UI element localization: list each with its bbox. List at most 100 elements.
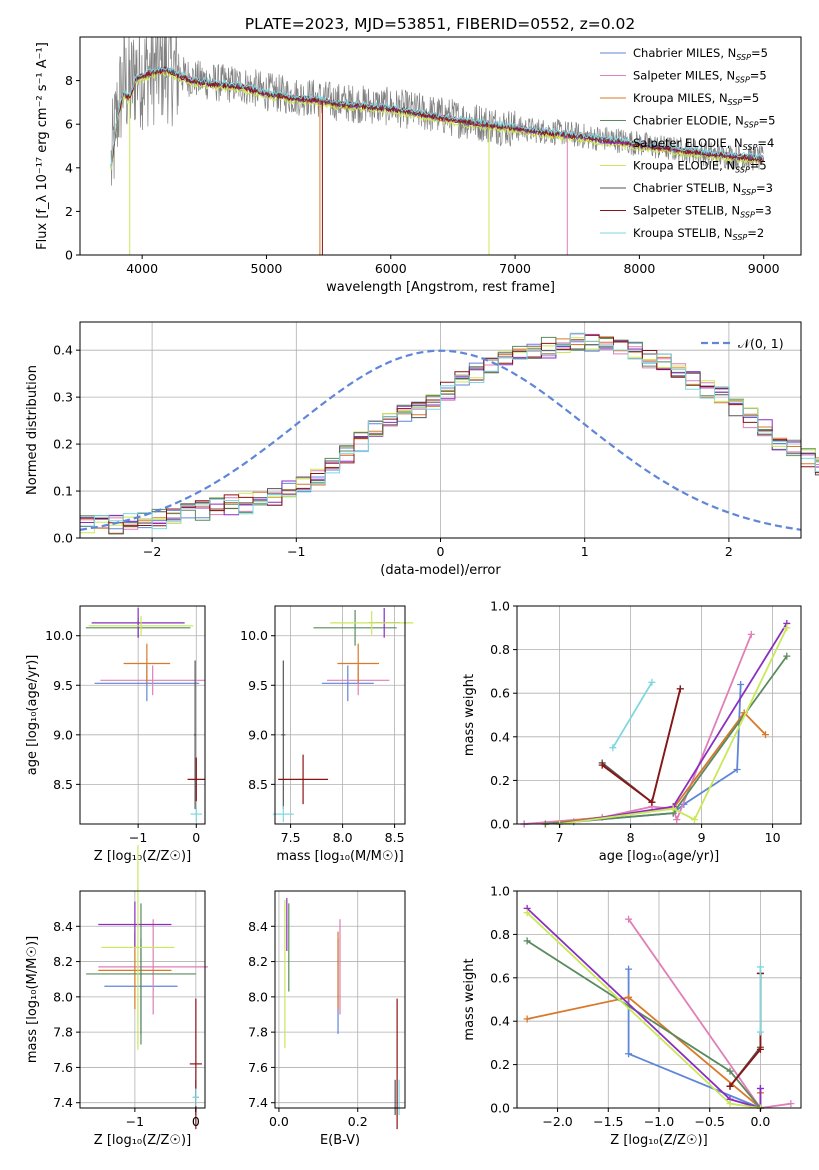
weight-point: [523, 909, 531, 917]
legend-name: Salpeter STELIB, N: [633, 204, 740, 218]
legend-label: Salpeter MILES, NSSP=5: [633, 69, 767, 85]
axes-frame: [516, 605, 802, 825]
y-tick-label: 0.8: [490, 642, 510, 657]
legend-subscript: SSP: [735, 166, 750, 175]
y-tick-label: 8.5: [248, 777, 268, 792]
y-tick-label: 1.0: [490, 599, 510, 614]
x-axis-label: Z [log₁₀(Z/Z☉)]: [94, 849, 191, 864]
y-tick-label: 7.8: [53, 1025, 73, 1040]
axes-frame: [274, 890, 406, 1109]
legend-label: Chabrier STELIB, NSSP=3: [633, 181, 773, 197]
weight-point: [756, 1084, 764, 1092]
x-axis-label: Z [log₁₀(Z/Z☉)]: [94, 1133, 191, 1148]
weight-point: [737, 680, 745, 688]
chart-weight_vs_age: 7 8 9 10 0.0 0.2 0.4 0.6 0.8 1.0 age [log₁₀(age/yr…: [462, 599, 802, 864]
y-tick-label: 9.0: [248, 727, 268, 742]
legend-count: =4: [757, 136, 774, 150]
y-axis-label: mass [log₁₀(M/M☉)]: [25, 936, 40, 1063]
weight-point: [625, 993, 633, 1001]
chart-age_vs_mass: 7.5 8.0 8.5 8.5 9.0 9.5 10.0 mass [log₁₀(M/M☉)]: [240, 605, 414, 864]
weight-point: [523, 937, 531, 945]
y-tick-label: 1.0: [490, 884, 510, 899]
y-tick-label: 0.3: [53, 390, 73, 405]
legend-label: Salpeter ELODIE, NSSP=4: [633, 136, 774, 152]
histogram-step: [80, 334, 819, 527]
legend-subscript: SSP: [744, 121, 759, 130]
y-tick-label: 8.5: [53, 777, 73, 792]
x-tick-label: −0.5: [695, 1114, 725, 1129]
y-tick-label: 7.4: [53, 1095, 73, 1110]
weight-line: [627, 969, 762, 1110]
axes-frame: [79, 36, 802, 256]
weight-point: [747, 630, 755, 638]
weight-point: [625, 1050, 633, 1058]
x-tick-label: 0: [437, 544, 445, 559]
y-tick-label: 8.0: [248, 989, 268, 1004]
x-tick-label: 8.5: [385, 830, 405, 845]
weight-point: [598, 761, 606, 769]
legend-name: Salpeter ELODIE, N: [633, 136, 743, 150]
y-tick-label: 0.4: [53, 343, 73, 358]
weight-point: [691, 816, 698, 824]
x-tick-label: 1: [581, 544, 589, 559]
legend-count: =5: [759, 114, 776, 128]
y-tick-label: 0.0: [490, 1101, 510, 1116]
weight-line: [559, 627, 788, 825]
y-tick-label: 7.8: [248, 1025, 268, 1040]
weight-line: [559, 622, 788, 825]
weight-line: [524, 684, 742, 825]
legend-label: Chabrier ELODIE, NSSP=5: [633, 114, 775, 130]
x-tick-label: −1.0: [644, 1114, 674, 1129]
y-tick-label: 8: [65, 73, 73, 88]
x-tick-label: −1: [129, 830, 147, 845]
y-tick-label: 0.0: [490, 817, 510, 832]
y-tick-label: 9.5: [53, 678, 73, 693]
x-tick-label: −1.5: [593, 1114, 623, 1129]
axes-frame: [79, 890, 206, 1109]
x-tick-label: 9000: [748, 261, 780, 276]
y-tick-label: 8.2: [248, 954, 268, 969]
x-tick-label: 0.0: [269, 1114, 289, 1129]
legend-name: Chabrier STELIB, N: [633, 181, 741, 195]
weight-point: [625, 915, 633, 923]
y-tick-label: 10.0: [240, 628, 268, 643]
histogram-step: [80, 339, 819, 535]
figure-title: PLATE=2023, MJD=53851, FIBERID=0552, z=0…: [245, 15, 635, 33]
weight-point: [733, 766, 741, 773]
chart-spectrum: 4000 5000 6000 7000 8000 9000 0 2 4 6 8 wavelength …: [35, 36, 802, 295]
weight-point: [783, 624, 791, 632]
weight-point: [609, 744, 617, 752]
x-axis-label: E(B-V): [320, 1133, 360, 1148]
y-tick-label: 0.4: [490, 729, 510, 744]
legend-count: =5: [750, 159, 767, 173]
legend-count: =2: [747, 226, 764, 240]
histogram-step: [80, 336, 819, 524]
legend-count: =5: [751, 46, 768, 60]
y-axis-label: Flux [f_λ 10⁻¹⁷ erg cm⁻² s⁻¹ A⁻¹]: [35, 42, 50, 250]
weight-point: [787, 1100, 795, 1108]
y-tick-label: 0.4: [490, 1014, 510, 1029]
weight-point: [676, 685, 684, 693]
weight-point: [726, 1067, 734, 1075]
x-tick-label: 4000: [126, 261, 158, 276]
chart-mass_vs_Z: −1 0 7.4 7.6 7.8 8.0 8.2 8.4 Z [log₁₀(Z/Z☉)] mass…: [25, 845, 209, 1148]
weight-point: [625, 965, 633, 973]
model-trace: [110, 66, 764, 168]
legend-subscript: SSP: [740, 211, 755, 220]
y-tick-label: 4: [65, 160, 73, 175]
chart-age_vs_Z: −1 0 8.5 9.0 9.5 10.0 Z [log₁₀(Z/Z☉)] age [log₁…: [25, 605, 206, 864]
x-tick-label: −1: [287, 544, 305, 559]
y-tick-label: 0.1: [53, 484, 73, 499]
legend-subscript: SSP: [743, 143, 758, 152]
weight-line: [524, 633, 753, 825]
legend-name: Kroupa MILES, N: [633, 91, 728, 105]
y-tick-label: 6: [65, 117, 73, 132]
x-tick-label: 6000: [375, 261, 407, 276]
y-tick-label: 7.4: [248, 1095, 268, 1110]
x-tick-label: 0: [192, 1114, 200, 1129]
legend-name: Salpeter MILES, N: [633, 69, 735, 83]
weight-line: [526, 907, 762, 1110]
y-axis-label: Normed distribution: [25, 365, 40, 495]
weight-point: [673, 816, 681, 824]
x-tick-label: 10: [765, 830, 781, 845]
